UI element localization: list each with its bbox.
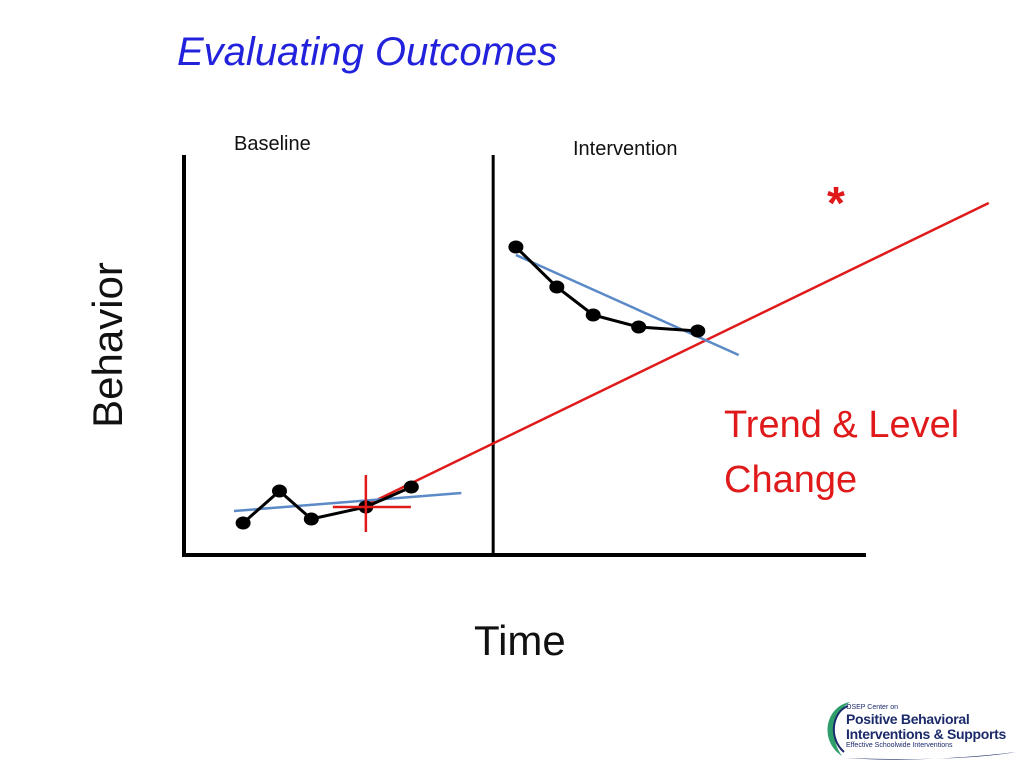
data-series-group: [235, 240, 706, 530]
x-axis-label: Time: [474, 617, 566, 664]
data-point-intervention-1: [508, 240, 524, 254]
level-marker-group: [332, 475, 411, 532]
trend-line-baseline: [233, 491, 462, 513]
annotation-line-2: Change: [724, 459, 858, 501]
logo-line-2: Positive Behavioral: [846, 711, 970, 727]
pbis-logo: OSEP Center on Positive Behavioral Inter…: [820, 700, 1020, 760]
slide-title: Evaluating Outcomes: [177, 30, 558, 74]
chart-axes: [182, 155, 866, 557]
trend-level-annotation: Trend & Level Change: [724, 398, 959, 508]
series-line-intervention: [514, 245, 698, 333]
data-point-intervention-2: [549, 280, 565, 294]
y-axis-label: Behavior: [84, 262, 131, 428]
logo-line-4: Effective Schoolwide Interventions: [846, 742, 953, 749]
phase-label-intervention: Intervention: [573, 138, 678, 160]
phase-label-baseline: Baseline: [234, 133, 311, 155]
logo-text: OSEP Center on Positive Behavioral Inter…: [846, 704, 1006, 750]
annotation-line-1: Trend & Level: [724, 404, 960, 446]
projection-line: [369, 201, 990, 505]
data-point-intervention-4: [631, 320, 647, 334]
data-point-baseline-3: [303, 512, 319, 526]
data-point-intervention-5: [690, 324, 706, 338]
projection-line-group: [369, 201, 990, 505]
trend-lines-group: [233, 253, 740, 513]
data-point-baseline-1: [235, 516, 251, 530]
data-point-baseline-5: [403, 480, 419, 494]
logo-line-3: Interventions & Supports: [846, 726, 1007, 742]
logo-swoosh-icon: [827, 702, 1016, 760]
asterisk-annotation: *: [827, 177, 845, 229]
data-point-baseline-2: [271, 484, 287, 498]
trend-line-intervention: [515, 253, 740, 357]
logo-line-1: OSEP Center on: [846, 704, 899, 711]
series-line-baseline: [242, 485, 412, 525]
data-point-intervention-3: [585, 308, 601, 322]
